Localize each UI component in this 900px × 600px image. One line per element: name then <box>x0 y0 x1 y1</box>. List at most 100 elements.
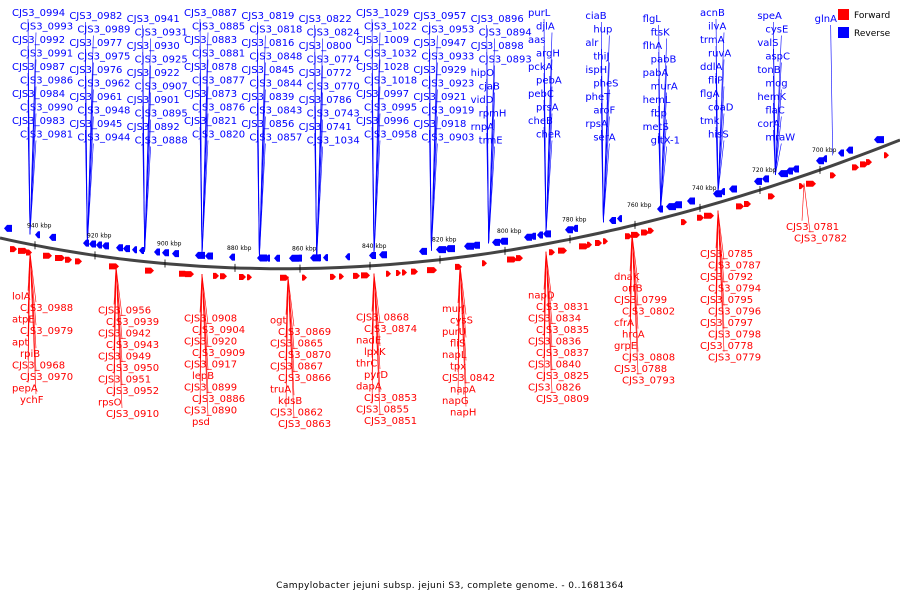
forward-feature <box>402 269 407 275</box>
tick-label: 940 kbp <box>27 222 52 229</box>
forward-gene-label: CJS3_0890 <box>184 405 237 416</box>
tick-label: 920 kbp <box>87 232 112 239</box>
forward-feature <box>587 242 592 248</box>
reverse-gene-label: pebC <box>528 89 554 100</box>
map-caption: Campylobacter jejuni subsp. jejuni S3, c… <box>276 581 624 591</box>
reverse-gene-label: pebA <box>536 76 562 87</box>
reverse-gene-label: mog <box>765 79 787 90</box>
forward-feature <box>641 229 649 235</box>
forward-gene-label: CJS3_0795 <box>700 295 753 306</box>
reverse-gene-label: CJS3_0800 <box>299 41 352 52</box>
forward-gene-label: CJS3_0950 <box>106 363 159 374</box>
reverse-gene-label: CJS3_0931 <box>135 28 188 39</box>
forward-gene-label: CJS3_0837 <box>536 348 589 359</box>
forward-gene-label: atpE <box>12 315 35 326</box>
forward-gene-label: CJS3_0869 <box>278 327 331 338</box>
forward-gene-label: napA <box>450 385 476 396</box>
forward-gene-label: CJS3_0862 <box>270 408 323 419</box>
reverse-gene-label: CJS3_0856 <box>241 119 294 130</box>
forward-feature <box>109 263 119 269</box>
forward-feature <box>220 273 227 279</box>
reverse-gene-label: CJS3_0947 <box>413 38 466 49</box>
reverse-gene-label: CJS3_0990 <box>20 103 73 114</box>
reverse-gene-label: ruvA <box>708 49 731 60</box>
forward-gene-label: CJS3_0779 <box>708 353 761 364</box>
reverse-feature <box>445 245 455 252</box>
tick-label: 840 kbp <box>362 243 387 250</box>
forward-feature <box>595 240 602 246</box>
reverse-feature <box>154 249 160 256</box>
reverse-gene-label: CJS3_0877 <box>192 76 245 87</box>
reverse-gene-label: CJS3_0819 <box>241 11 294 22</box>
forward-gene-label: napH <box>450 408 476 419</box>
tick-label: 720 kbp <box>752 167 777 174</box>
reverse-gene-label: pckA <box>528 62 553 73</box>
reverse-gene-label: CJS3_0873 <box>184 89 237 100</box>
legend-reverse: Reverse <box>854 29 891 39</box>
reverse-gene-label: CJS3_0925 <box>135 55 188 66</box>
reverse-feature <box>96 242 102 249</box>
forward-gene-label: CJS3_0920 <box>184 336 237 347</box>
reverse-feature <box>369 252 376 259</box>
forward-gene-label: CJS3_0908 <box>184 313 237 324</box>
forward-gene-label: CJS3_0943 <box>106 340 159 351</box>
reverse-feature <box>83 240 89 247</box>
tick-label: 900 kbp <box>157 241 182 248</box>
reverse-feature <box>762 175 769 182</box>
reverse-gene-label: aspC <box>765 52 790 63</box>
reverse-gene-label: pheT <box>585 92 611 103</box>
reverse-gene-label: CJS3_0929 <box>413 65 466 76</box>
reverse-feature <box>537 231 543 238</box>
reverse-gene-label: mraW <box>765 133 795 144</box>
forward-gene-label: CJS3_0939 <box>106 317 159 328</box>
reverse-gene-label: CJS3_0933 <box>421 52 474 63</box>
forward-feature <box>852 164 859 170</box>
reverse-gene-label: CJS3_0772 <box>299 68 352 79</box>
forward-gene-label: CJS3_0782 <box>794 233 847 244</box>
forward-feature <box>704 213 714 219</box>
forward-gene-label: CJS3_0794 <box>708 284 761 295</box>
forward-feature <box>145 268 154 274</box>
reverse-gene-label: CJS3_0901 <box>127 95 180 106</box>
reverse-gene-label: CJS3_0903 <box>421 133 474 144</box>
forward-gene-label: CJS3_0870 <box>278 350 331 361</box>
reverse-gene-label: ilvA <box>708 22 726 33</box>
forward-feature <box>43 253 52 259</box>
reverse-gene-label: CJS3_0958 <box>364 130 417 141</box>
forward-gene-label: CJS3_0949 <box>98 352 151 363</box>
reverse-gene-label: CJS3_0944 <box>77 133 130 144</box>
forward-gene-label: CJS3_0942 <box>98 329 151 340</box>
forward-gene-label: pepA <box>12 384 38 395</box>
forward-gene-label: CJS3_0834 <box>528 313 581 324</box>
forward-gene-label: CJS3_0835 <box>536 325 589 336</box>
reverse-gene-label: CJS3_0774 <box>307 55 360 66</box>
reverse-gene-label: rnpA <box>471 122 495 133</box>
reverse-gene-label: CJS3_0918 <box>413 119 466 130</box>
forward-gene-label: CJS3_0979 <box>20 326 73 337</box>
tick-label: 880 kbp <box>227 245 252 252</box>
forward-gene-label: CJS3_0909 <box>192 348 245 359</box>
reverse-gene-label: flaC <box>765 106 784 117</box>
forward-feature <box>396 270 401 276</box>
forward-gene-label: CJS3_0952 <box>106 386 159 397</box>
reverse-gene-label: CJS3_0881 <box>192 49 245 60</box>
reverse-feature <box>132 246 137 253</box>
reverse-gene-label: glnA <box>815 14 837 25</box>
forward-feature <box>507 257 517 263</box>
forward-gene-label: CJS3_0904 <box>192 325 245 336</box>
reverse-feature <box>436 246 446 253</box>
reverse-gene-label: CJS3_0919 <box>421 106 474 117</box>
reverse-gene-label: CJS3_0848 <box>249 52 302 63</box>
forward-gene-label: nadE <box>356 335 381 346</box>
reverse-feature <box>657 205 663 212</box>
forward-gene-label: cfrA <box>614 318 634 329</box>
reverse-gene-label: speA <box>757 11 782 22</box>
forward-gene-label: CJS3_0951 <box>98 375 151 386</box>
reverse-swatch <box>838 27 849 38</box>
forward-gene-label: thrC <box>356 358 377 369</box>
forward-gene-label: CJS3_0836 <box>528 336 581 347</box>
reverse-gene-label: hemK <box>757 92 786 103</box>
forward-feature <box>427 267 437 273</box>
forward-leader-line <box>802 183 804 220</box>
reverse-feature <box>754 178 762 185</box>
